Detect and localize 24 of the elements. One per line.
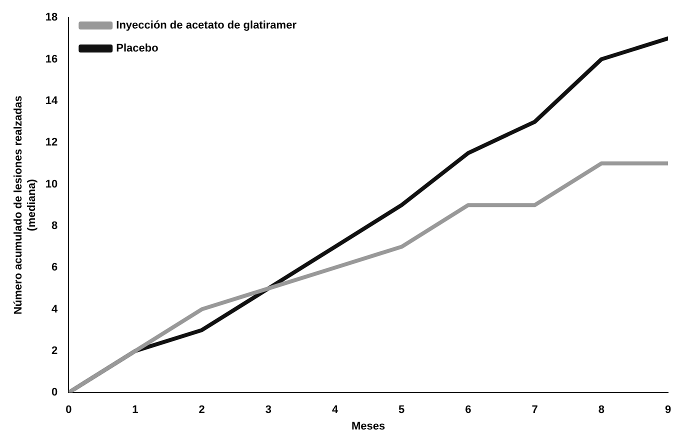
x-tick-label: 3	[265, 404, 272, 416]
y-tick-label: 2	[52, 344, 58, 357]
x-tick-label: 9	[664, 404, 672, 416]
y-tick-label: 6	[52, 262, 58, 274]
y-tick-label: 0	[52, 386, 58, 399]
x-tick-label: 0	[66, 404, 72, 416]
y-tick-label: 8	[52, 220, 58, 232]
y-tick-label: 10	[45, 178, 58, 190]
x-axis-title: Meses	[351, 420, 386, 432]
x-tick-label: 8	[598, 404, 604, 416]
x-tick-label: 1	[132, 404, 138, 416]
y-tick-label: 14	[45, 94, 59, 107]
x-tick-label: 6	[465, 404, 472, 416]
y-tick-label: 4	[52, 303, 59, 316]
y-axis-title: Número acumulado de lesiones realzadas (mediana)	[12, 96, 38, 315]
x-tick-label: 2	[198, 404, 205, 416]
y-tick-label: 18	[45, 12, 58, 24]
legend-label: Inyección de acetato de glatiramer	[116, 20, 298, 32]
y-tick-label: 16	[45, 53, 58, 66]
y-tick-label: 12	[45, 136, 58, 149]
x-tick-label: 5	[398, 404, 405, 416]
x-tick-label: 7	[532, 404, 538, 416]
x-tick-label: 4	[332, 404, 339, 416]
legend-label: Placebo	[116, 42, 159, 55]
